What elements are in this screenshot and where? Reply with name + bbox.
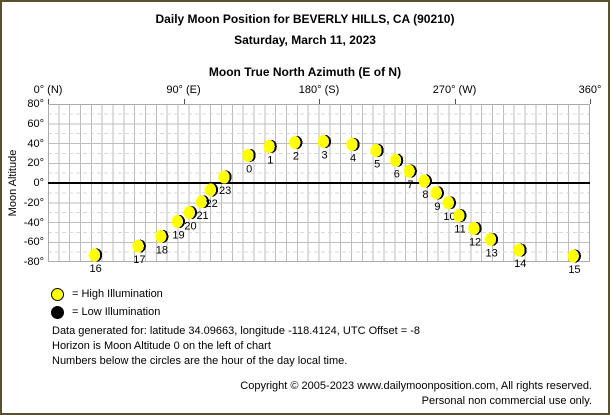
- legend-label: = Low Illumination: [72, 305, 161, 318]
- moon-point: [485, 232, 497, 246]
- y-tick-label: 80°: [27, 98, 44, 110]
- x-tick-mark: [319, 99, 320, 104]
- x-tick-mark: [183, 99, 185, 104]
- x-tick-label: 90° (E): [166, 84, 201, 96]
- moon-point: [289, 136, 301, 150]
- moon-point: [196, 195, 208, 209]
- y-tick-label: 40°: [27, 137, 44, 150]
- x-tick-label: 180° (S): [298, 84, 340, 96]
- hour-label: 23: [219, 185, 231, 197]
- x-tick-mark: [590, 99, 591, 104]
- hour-label: 14: [514, 258, 526, 270]
- hour-label: 19: [172, 230, 184, 242]
- page-title: Daily Moon Position for BEVERLY HILLS, C…: [155, 12, 455, 26]
- moon-point: [171, 215, 183, 229]
- moon-point: [205, 183, 217, 197]
- hour-label: 16: [90, 263, 102, 275]
- hour-label: 10: [443, 211, 455, 223]
- legend-label: = High Illumination: [72, 287, 163, 300]
- hour-label: 22: [205, 198, 217, 210]
- date-subtitle: Saturday, March 11, 2023: [234, 33, 376, 47]
- moon-point: [442, 196, 454, 210]
- hour-label: 3: [321, 150, 327, 162]
- hour-label: 11: [454, 224, 465, 236]
- y-tick-label: -40°: [23, 216, 44, 229]
- moon-point: [567, 249, 579, 263]
- hour-label: 8: [422, 189, 428, 201]
- moon-point: [418, 174, 430, 188]
- moon-point: [403, 164, 415, 178]
- data-generated-note: Data generated for: latitude 34.09663, l…: [52, 325, 421, 337]
- hour-label: 6: [394, 168, 400, 180]
- high-illumination-circle-icon: [51, 287, 64, 301]
- legend-item-high-illumination: = High Illumination: [51, 287, 163, 301]
- moon-point: [513, 243, 525, 257]
- x-tick-mark: [48, 99, 49, 104]
- moon-point: [390, 153, 402, 167]
- moon-point: [430, 186, 442, 200]
- hour-label: 20: [184, 221, 196, 233]
- hour-label: 5: [374, 158, 380, 170]
- hour-label: 0: [246, 163, 252, 175]
- hour-label: 7: [407, 179, 413, 191]
- x-tick-label: 270° (W): [432, 84, 477, 96]
- hour-label: 4: [350, 152, 356, 164]
- hour-label: 21: [196, 210, 208, 222]
- y-tick-label: 0°: [33, 177, 44, 189]
- x-tick-label: 360°: [578, 84, 602, 96]
- hour-label: 13: [486, 247, 498, 259]
- copyright-text: Copyright © 2005-2023 www.dailymoonposit…: [240, 380, 592, 392]
- y-tick-label: 20°: [27, 157, 44, 170]
- moon-point: [453, 209, 465, 223]
- legend-item-low-illumination: = Low Illumination: [51, 305, 160, 319]
- y-tick-label: -80°: [23, 256, 44, 268]
- x-tick-label: 0° (N): [33, 84, 63, 96]
- horizon-note: Horizon is Moon Altitude 0 on the left o…: [52, 340, 271, 352]
- moon-point: [218, 170, 230, 184]
- hour-label: 12: [469, 236, 481, 248]
- hour-label: 17: [133, 254, 145, 266]
- moon-point: [468, 221, 480, 235]
- moon-point: [263, 139, 275, 153]
- low-illumination-circle-icon: [51, 305, 64, 319]
- hour-label: 9: [434, 201, 440, 213]
- hour-label: 15: [568, 264, 580, 276]
- moon-point: [370, 143, 382, 157]
- hour-label: 2: [293, 151, 299, 163]
- moon-point: [155, 229, 167, 243]
- hour-label: 18: [156, 244, 168, 256]
- y-tick-label: -60°: [23, 236, 44, 249]
- moon-point: [242, 148, 254, 162]
- y-axis-title: Moon Altitude: [7, 149, 19, 217]
- x-tick-mark: [454, 99, 456, 104]
- moon-point: [318, 135, 330, 149]
- moon-point: [184, 206, 196, 220]
- hours-note: Numbers below the circles are the hour o…: [52, 355, 348, 367]
- y-tick-label: -20°: [23, 196, 44, 209]
- personal-use-text: Personal non commercial use only.: [421, 395, 592, 407]
- moon-point: [132, 239, 144, 253]
- y-tick-label: 60°: [27, 117, 44, 130]
- moon-point: [89, 248, 101, 262]
- moon-point: [346, 137, 358, 151]
- hour-label: 1: [267, 154, 273, 166]
- x-axis-title: Moon True North Azimuth (E of N): [208, 65, 402, 79]
